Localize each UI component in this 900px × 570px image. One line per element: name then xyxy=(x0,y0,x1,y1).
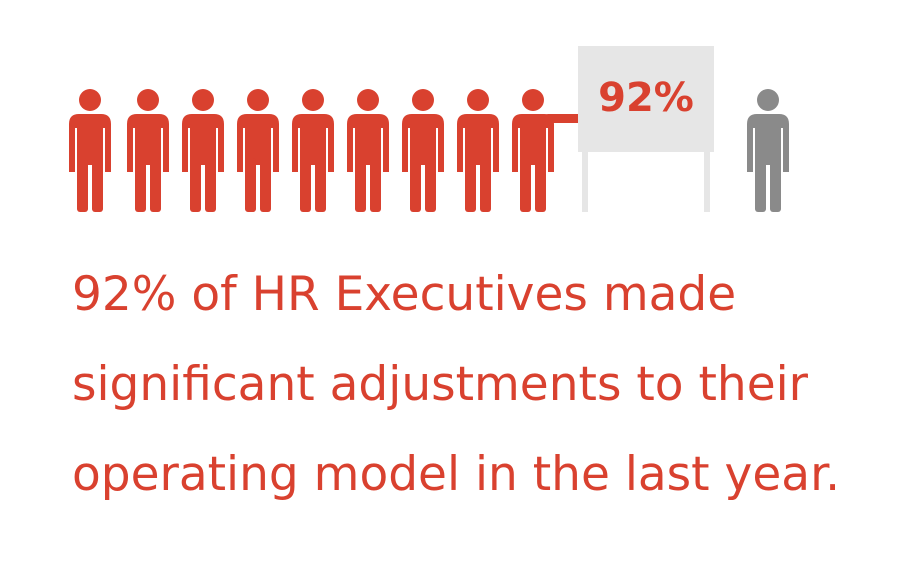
caption-line: operating model in the last year. xyxy=(72,447,840,502)
board-panel xyxy=(578,46,714,152)
people-highlighted xyxy=(69,89,587,212)
caption-line: 92% of HR Executives made xyxy=(72,267,736,322)
board: 92% xyxy=(578,46,714,212)
board-leg xyxy=(704,152,710,212)
board-leg xyxy=(582,152,588,212)
caption-line: significant adjustments to their xyxy=(72,357,809,412)
badge-label: 92% xyxy=(598,75,694,121)
pointing-arm xyxy=(545,114,587,123)
